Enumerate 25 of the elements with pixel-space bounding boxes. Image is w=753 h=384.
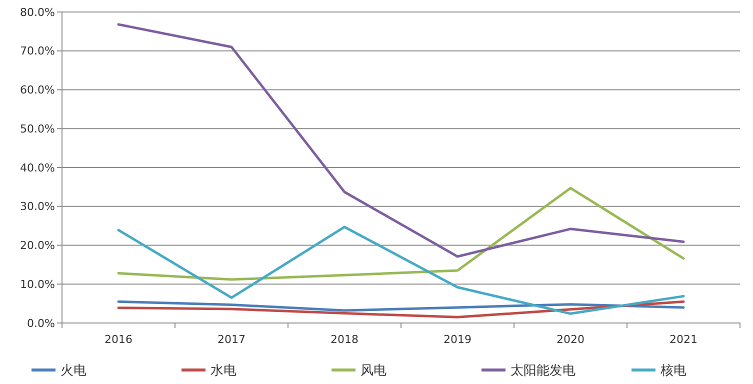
y-tick-label: 20.0% xyxy=(20,239,55,252)
x-tick-label: 2020 xyxy=(556,333,584,346)
line-series xyxy=(117,300,685,312)
legend-label: 太阳能发电 xyxy=(510,364,576,379)
x-tick-label: 2021 xyxy=(670,333,698,346)
legend-label: 水电 xyxy=(210,364,236,379)
y-tick-label: 60.0% xyxy=(20,84,55,97)
x-tick-label: 2018 xyxy=(330,333,358,346)
y-tick-label: 40.0% xyxy=(20,161,55,174)
y-tick-label: 30.0% xyxy=(20,200,55,214)
line-series xyxy=(117,23,685,258)
legend-label: 风电 xyxy=(360,364,386,379)
line-series xyxy=(117,300,685,318)
line-series xyxy=(117,186,685,281)
legend-label: 火电 xyxy=(60,364,86,379)
y-tick-label: 10.0% xyxy=(20,278,55,291)
line-series xyxy=(117,226,685,315)
x-tick-label: 2017 xyxy=(218,333,246,346)
y-tick-label: 50.0% xyxy=(20,122,55,136)
legend-label: 核电 xyxy=(660,364,686,379)
y-tick-label: 80.0% xyxy=(20,6,55,19)
y-tick-label: 70.0% xyxy=(20,44,55,58)
x-tick-label: 2016 xyxy=(104,333,132,346)
y-tick-label: 0.0% xyxy=(27,316,55,330)
x-tick-label: 2019 xyxy=(444,333,472,346)
